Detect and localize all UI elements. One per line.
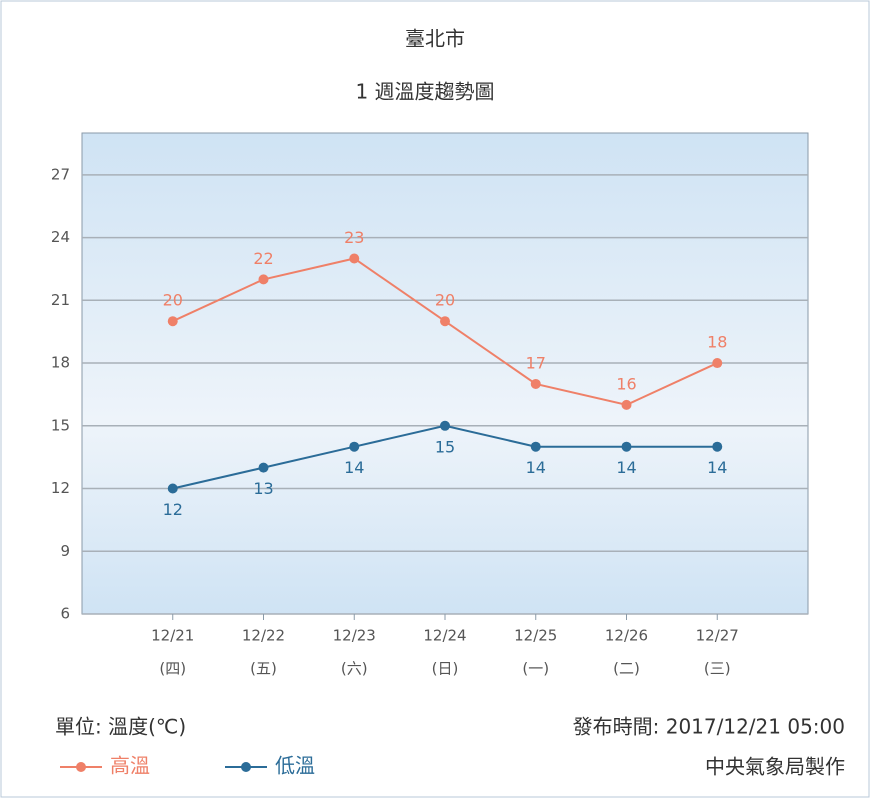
point bbox=[440, 420, 450, 431]
x-tick-label: 12/22 bbox=[242, 627, 285, 645]
y-tick-label: 15 bbox=[51, 416, 70, 434]
point bbox=[349, 253, 360, 264]
plot-area bbox=[81, 132, 809, 615]
point bbox=[440, 316, 450, 327]
unit-note: 單位: 溫度(℃) bbox=[55, 715, 186, 739]
data-label: 20 bbox=[435, 291, 455, 310]
point bbox=[621, 441, 632, 452]
point bbox=[530, 441, 541, 452]
data-label: 17 bbox=[526, 353, 546, 372]
point bbox=[621, 399, 632, 410]
data-label: 22 bbox=[253, 249, 273, 268]
x-tick-label: 12/24 bbox=[423, 627, 466, 645]
x-tick-sublabel: (六) bbox=[341, 660, 368, 678]
point bbox=[349, 441, 360, 452]
data-label: 16 bbox=[616, 374, 636, 393]
x-tick-label: 12/27 bbox=[696, 627, 739, 645]
data-label: 13 bbox=[253, 479, 273, 498]
y-tick-label: 18 bbox=[51, 354, 70, 372]
legend-marker bbox=[76, 762, 86, 772]
data-label: 14 bbox=[526, 458, 546, 477]
x-tick-sublabel: (日) bbox=[432, 660, 459, 678]
legend-label: 高溫 bbox=[110, 754, 150, 778]
x-tick-label: 12/23 bbox=[333, 627, 376, 645]
issued-time: 發布時間: 2017/12/21 05:00 bbox=[573, 715, 845, 739]
x-tick-sublabel: (四) bbox=[159, 660, 186, 678]
data-label: 18 bbox=[707, 333, 727, 352]
point bbox=[258, 274, 269, 285]
data-label: 14 bbox=[344, 458, 364, 477]
point bbox=[712, 441, 723, 452]
y-tick-label: 27 bbox=[51, 165, 70, 183]
chart-title: 臺北市 bbox=[405, 27, 465, 51]
x-tick-sublabel: (五) bbox=[250, 660, 277, 678]
point bbox=[167, 483, 178, 494]
x-tick-sublabel: (三) bbox=[704, 660, 731, 678]
point bbox=[167, 316, 178, 327]
credit: 中央氣象局製作 bbox=[705, 755, 845, 779]
data-label: 14 bbox=[707, 458, 727, 477]
point bbox=[530, 378, 541, 389]
x-tick-label: 12/26 bbox=[605, 627, 648, 645]
data-label: 14 bbox=[616, 458, 636, 477]
y-tick-label: 6 bbox=[60, 605, 70, 623]
point bbox=[258, 462, 269, 473]
data-label: 12 bbox=[163, 500, 183, 519]
y-tick-label: 21 bbox=[51, 291, 70, 309]
data-label: 23 bbox=[344, 228, 364, 247]
legend-label: 低溫 bbox=[275, 754, 315, 778]
chart-subtitle: 1 週溫度趨勢圖 bbox=[355, 80, 494, 104]
y-tick-label: 24 bbox=[51, 228, 70, 246]
y-tick-label: 12 bbox=[51, 479, 70, 497]
data-label: 15 bbox=[435, 437, 455, 456]
legend-marker bbox=[241, 762, 251, 772]
point bbox=[712, 358, 723, 369]
x-tick-sublabel: (二) bbox=[613, 660, 640, 678]
y-tick-label: 9 bbox=[60, 542, 70, 560]
x-tick-sublabel: (一) bbox=[522, 660, 549, 678]
x-tick-label: 12/21 bbox=[151, 627, 194, 645]
x-tick-label: 12/25 bbox=[514, 627, 557, 645]
data-label: 20 bbox=[163, 291, 183, 310]
